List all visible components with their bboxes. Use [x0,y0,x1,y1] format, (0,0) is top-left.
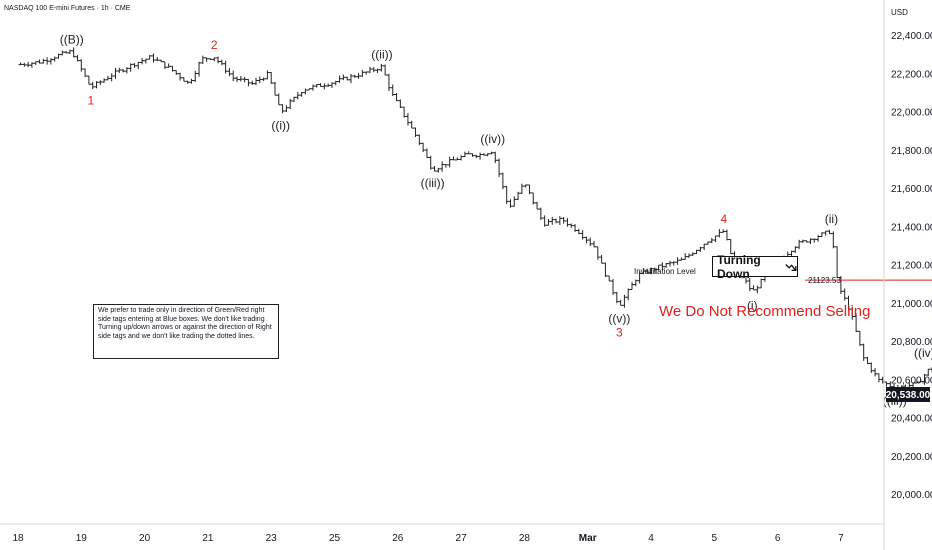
y-tick-label: 20,200.00 [891,452,932,463]
y-tick-label: 21,800.00 [891,146,932,157]
x-tick-label: 6 [775,533,781,544]
y-tick-labels: 22,400.00 22,200.00 22,000.00 21,800.00 21,6… [891,31,932,501]
x-tick-labels: 18 19 20 21 23 25 26 27 28 Mar 4 5 6 7 [12,533,844,544]
x-tick-label: 21 [202,533,214,544]
candlestick-series [18,47,932,393]
wave-label: 3 [616,326,623,340]
y-tick-label: 20,600.00 [891,375,932,386]
y-tick-label: 22,400.00 [891,31,932,42]
warning-text: We Do Not Recommend Selling [659,303,871,320]
trading-note: We prefer to trade only in direction of … [93,304,279,359]
wave-label: 4 [720,212,727,226]
y-tick-label: 20,400.00 [891,414,932,425]
invalidation-value: 21123.53 [808,276,841,285]
wave-label: ((v)) [608,312,630,326]
x-tick-label: 25 [329,533,341,544]
y-tick-label: 21,000.00 [891,299,932,310]
x-tick-label: 4 [648,533,654,544]
turning-down-box: Turning Down [712,253,798,281]
invalidation-label: Invalidation Level [634,267,696,276]
price-axis[interactable]: USD 22,400.00 22,200.00 22,000.00 21,800.00… [883,0,932,550]
chart-header: NASDAQ 100 E-mini Futures · 1h · CME [4,5,131,12]
wave-label: (ii) [825,212,838,226]
currency-label: USD [891,8,908,17]
wave-label: ((iv)) [480,132,505,146]
x-tick-label: 20 [139,533,151,544]
wave-label: ((iii)) [421,176,445,190]
x-tick-label: 7 [838,533,844,544]
wave-label: ((iv)) [914,346,932,360]
y-tick-label: 20,000.00 [891,490,932,501]
y-tick-label: 21,200.00 [891,261,932,272]
current-price-badge [886,387,930,402]
wave-labels: ((B)) 1 2 ((i)) ((ii)) ((iii)) ((iv)) ((v))3 4 (i… [60,32,932,408]
x-tick-label: Mar [579,533,597,544]
y-tick-label: 21,400.00 [891,222,932,233]
y-tick-label: 20,800.00 [891,337,932,348]
x-tick-label: 19 [76,533,88,544]
y-tick-label: 22,000.00 [891,108,932,119]
x-tick-label: 5 [712,533,718,544]
wave-label: ((B)) [60,32,84,46]
x-tick-label: 26 [392,533,404,544]
wave-label: ((ii)) [371,48,392,62]
turning-down-label: Turning Down [717,252,761,281]
x-tick-label: 27 [456,533,468,544]
arrow-down-right-icon [785,263,797,271]
y-tick-label: 22,200.00 [891,69,932,80]
current-price: 20,538.00 [886,390,931,401]
wave-label: 2 [211,38,218,52]
wave-label: 1 [87,94,94,108]
x-tick-label: 18 [12,533,24,544]
wave-label: ((i)) [271,119,290,133]
y-tick-label: 21,600.00 [891,184,932,195]
time-axis[interactable]: 18 19 20 21 23 25 26 27 28 Mar 4 5 6 7 [0,523,884,544]
wave-label: (i) [747,298,758,312]
x-tick-label: 28 [519,533,531,544]
x-tick-label: 23 [266,533,278,544]
